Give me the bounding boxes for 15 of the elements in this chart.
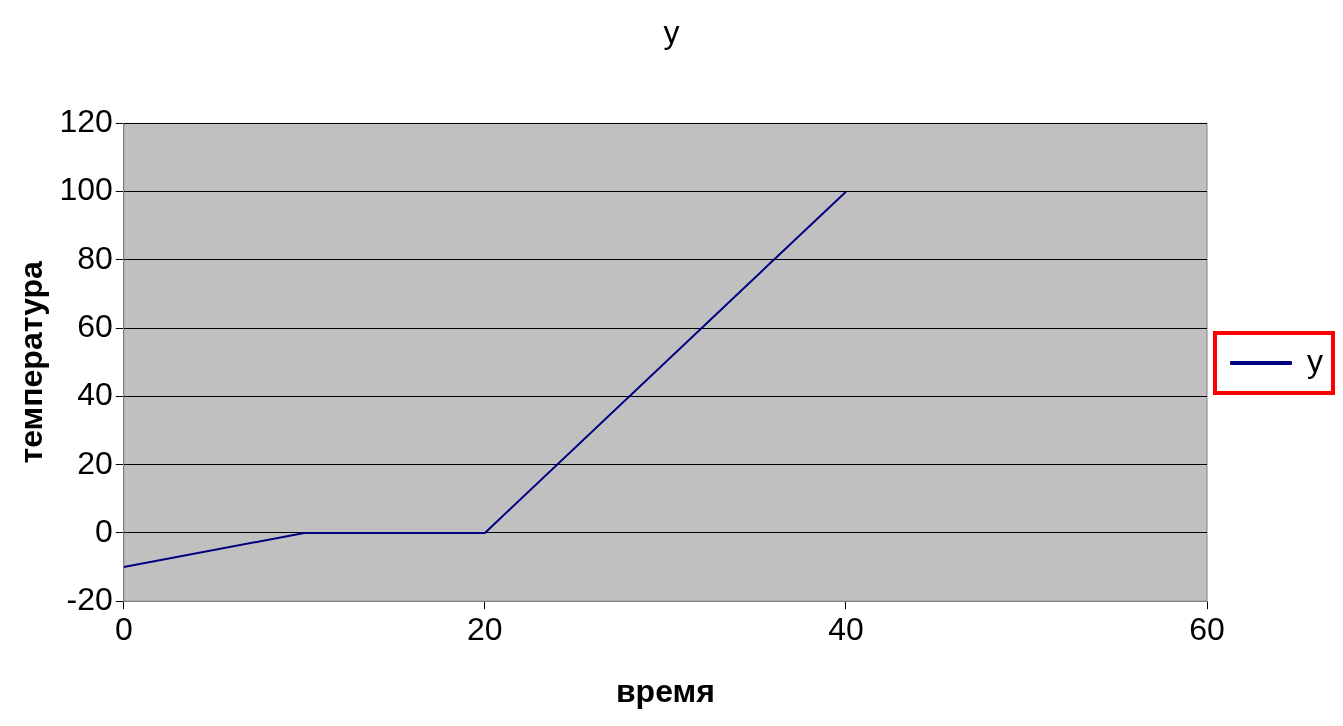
y-axis-title: температура	[13, 260, 50, 464]
x-axis-title: время	[615, 672, 715, 709]
y-tick-label: -20	[66, 581, 113, 618]
chart-title: y	[663, 14, 680, 51]
y-tick-label: 20	[77, 444, 113, 481]
y-tick-label: 100	[59, 171, 113, 208]
y-tick-label: 80	[77, 239, 113, 276]
x-tick-label: 20	[467, 611, 503, 648]
x-tick-label: 60	[1189, 611, 1225, 648]
y-tick-label: 0	[94, 512, 113, 549]
legend-label: y	[1307, 342, 1323, 379]
x-tick-label: 40	[828, 611, 864, 648]
y-tick-label: 40	[77, 376, 113, 413]
y-tick-label: 60	[77, 308, 113, 344]
y-tick-label: 120	[59, 103, 113, 140]
